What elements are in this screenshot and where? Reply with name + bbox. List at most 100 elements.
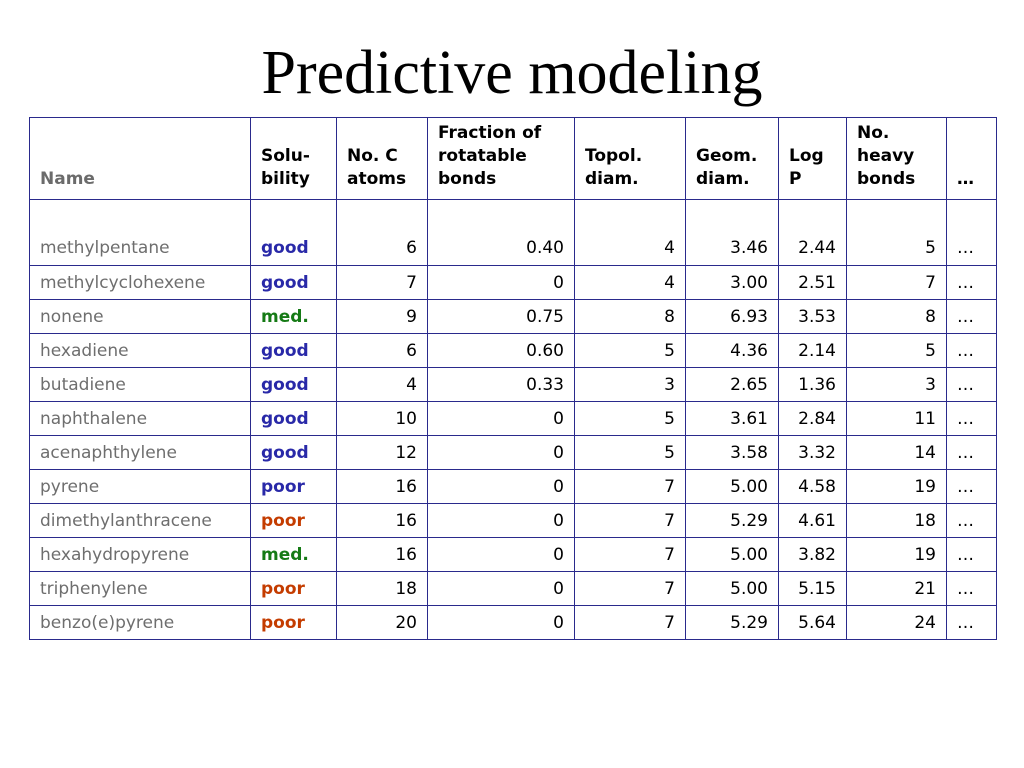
- header-topological-diameter: Topol. diam.: [574, 117, 686, 200]
- cell-topological-diameter: 4: [574, 199, 686, 266]
- cell-name: acenaphthylene: [29, 435, 251, 470]
- table-row: methylcyclohexene good 7 0 4 3.00 2.51 7…: [29, 265, 997, 300]
- header-heavy-bonds: No. heavy bonds: [846, 117, 947, 200]
- cell-geometric-diameter: 3.58: [685, 435, 779, 470]
- cell-carbon-atoms: 9: [336, 299, 428, 334]
- cell-geometric-diameter: 3.00: [685, 265, 779, 300]
- cell-more: …: [946, 605, 997, 640]
- header-geometric-diameter: Geom. diam.: [685, 117, 779, 200]
- cell-solubility: good: [250, 401, 337, 436]
- cell-topological-diameter: 7: [574, 537, 686, 572]
- cell-topological-diameter: 5: [574, 333, 686, 368]
- cell-log-p: 4.61: [778, 503, 847, 538]
- cell-solubility: med.: [250, 537, 337, 572]
- cell-carbon-atoms: 12: [336, 435, 428, 470]
- cell-topological-diameter: 5: [574, 401, 686, 436]
- cell-carbon-atoms: 10: [336, 401, 428, 436]
- cell-carbon-atoms: 16: [336, 469, 428, 504]
- cell-geometric-diameter: 2.65: [685, 367, 779, 402]
- cell-geometric-diameter: 5.00: [685, 537, 779, 572]
- cell-name: naphthalene: [29, 401, 251, 436]
- table-row: hexadiene good 6 0.60 5 4.36 2.14 5…: [29, 333, 997, 368]
- cell-log-p: 2.14: [778, 333, 847, 368]
- cell-log-p: 3.32: [778, 435, 847, 470]
- cell-topological-diameter: 3: [574, 367, 686, 402]
- cell-heavy-bonds: 18: [846, 503, 947, 538]
- cell-rotatable-fraction: 0: [427, 435, 575, 470]
- cell-heavy-bonds: 7: [846, 265, 947, 300]
- cell-rotatable-fraction: 0: [427, 605, 575, 640]
- cell-heavy-bonds: 11: [846, 401, 947, 436]
- table-row: hexahydropyrene med. 16 0 7 5.00 3.82 19…: [29, 537, 997, 572]
- cell-rotatable-fraction: 0: [427, 571, 575, 606]
- cell-solubility: med.: [250, 299, 337, 334]
- cell-geometric-diameter: 3.61: [685, 401, 779, 436]
- cell-topological-diameter: 7: [574, 469, 686, 504]
- cell-heavy-bonds: 3: [846, 367, 947, 402]
- cell-geometric-diameter: 5.29: [685, 605, 779, 640]
- cell-rotatable-fraction: 0.60: [427, 333, 575, 368]
- cell-log-p: 4.58: [778, 469, 847, 504]
- cell-more: …: [946, 367, 997, 402]
- table-row: triphenylene poor 18 0 7 5.00 5.15 21…: [29, 571, 997, 606]
- cell-solubility: poor: [250, 469, 337, 504]
- slide-title: Predictive modeling: [261, 39, 763, 107]
- cell-rotatable-fraction: 0: [427, 469, 575, 504]
- cell-more: …: [946, 503, 997, 538]
- cell-heavy-bonds: 5: [846, 199, 947, 266]
- cell-carbon-atoms: 6: [336, 199, 428, 266]
- cell-solubility: good: [250, 367, 337, 402]
- cell-more: …: [946, 333, 997, 368]
- cell-carbon-atoms: 4: [336, 367, 428, 402]
- cell-solubility: good: [250, 333, 337, 368]
- table-row: dimethylanthracene poor 16 0 7 5.29 4.61 18…: [29, 503, 997, 538]
- cell-name: benzo(e)pyrene: [29, 605, 251, 640]
- cell-name: butadiene: [29, 367, 251, 402]
- cell-carbon-atoms: 20: [336, 605, 428, 640]
- cell-carbon-atoms: 16: [336, 537, 428, 572]
- cell-more: …: [946, 199, 997, 266]
- cell-solubility: good: [250, 435, 337, 470]
- cell-topological-diameter: 7: [574, 571, 686, 606]
- cell-name: hexadiene: [29, 333, 251, 368]
- cell-topological-diameter: 4: [574, 265, 686, 300]
- cell-topological-diameter: 7: [574, 605, 686, 640]
- cell-rotatable-fraction: 0: [427, 401, 575, 436]
- cell-log-p: 2.51: [778, 265, 847, 300]
- cell-geometric-diameter: 3.46: [685, 199, 779, 266]
- cell-log-p: 3.53: [778, 299, 847, 334]
- header-rotatable-bonds: Fraction of rotatable bonds: [427, 117, 575, 200]
- cell-name: methylpentane: [29, 199, 251, 266]
- cell-carbon-atoms: 7: [336, 265, 428, 300]
- table-row: butadiene good 4 0.33 3 2.65 1.36 3…: [29, 367, 997, 402]
- cell-name: methylcyclohexene: [29, 265, 251, 300]
- cell-heavy-bonds: 24: [846, 605, 947, 640]
- cell-solubility: poor: [250, 571, 337, 606]
- cell-rotatable-fraction: 0.33: [427, 367, 575, 402]
- cell-more: …: [946, 469, 997, 504]
- table-row: pyrene poor 16 0 7 5.00 4.58 19…: [29, 469, 997, 504]
- cell-geometric-diameter: 5.00: [685, 571, 779, 606]
- table-row: acenaphthylene good 12 0 5 3.58 3.32 14…: [29, 435, 997, 470]
- cell-heavy-bonds: 19: [846, 537, 947, 572]
- cell-more: …: [946, 265, 997, 300]
- cell-log-p: 2.44: [778, 199, 847, 266]
- table-row: nonene med. 9 0.75 8 6.93 3.53 8…: [29, 299, 997, 334]
- cell-topological-diameter: 5: [574, 435, 686, 470]
- cell-carbon-atoms: 18: [336, 571, 428, 606]
- cell-geometric-diameter: 6.93: [685, 299, 779, 334]
- cell-solubility: good: [250, 265, 337, 300]
- cell-more: …: [946, 435, 997, 470]
- table-body: methylpentane good 6 0.40 4 3.46 2.44 5… methylc…: [29, 199, 997, 640]
- cell-rotatable-fraction: 0: [427, 503, 575, 538]
- header-solubility: Solu-bility: [250, 117, 337, 200]
- cell-name: hexahydropyrene: [29, 537, 251, 572]
- table-row: methylpentane good 6 0.40 4 3.46 2.44 5…: [29, 199, 997, 266]
- cell-topological-diameter: 7: [574, 503, 686, 538]
- cell-name: dimethylanthracene: [29, 503, 251, 538]
- cell-name: nonene: [29, 299, 251, 334]
- cell-log-p: 5.15: [778, 571, 847, 606]
